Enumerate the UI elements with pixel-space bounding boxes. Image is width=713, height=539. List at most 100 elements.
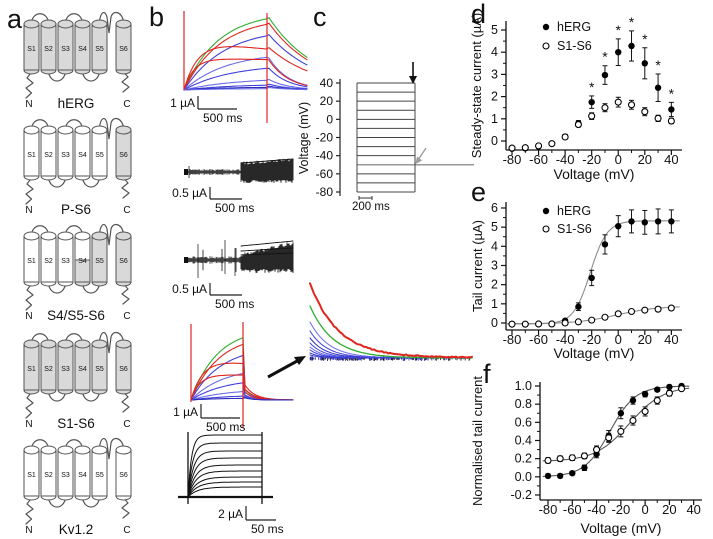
segment-label: S4 [78, 152, 87, 159]
n-terminus-label: N [25, 99, 32, 110]
data-point-filled [542, 23, 550, 31]
x-tick-label: -40 [556, 332, 575, 347]
x-axis-label: Voltage (mV) [554, 166, 635, 182]
data-point-open [588, 316, 596, 324]
x-tick-label: -40 [556, 152, 575, 167]
x-tick-label: 40 [686, 502, 700, 517]
y-tick-label: 0.6 [515, 415, 532, 429]
amplitude-scale-label: 1 µA [173, 405, 198, 419]
data-point-open [665, 389, 673, 397]
segment-label: S4 [78, 472, 87, 479]
segment-label: S6 [119, 46, 128, 53]
segment-label: S6 [119, 152, 128, 159]
y-tick-label: 3 [491, 258, 498, 272]
construct-p-s6-diagram: S1 S2 S3 S4 S5 S6 N C P-S6 [23, 117, 132, 217]
amplitude-scale-label: 0.5 µA [172, 186, 207, 200]
time-scale-label: 500 ms [215, 297, 254, 311]
y-tick-label: 0.2 [515, 452, 532, 466]
voltage-protocol: Voltage (mV) 40 20 0 -20 -40 -60 -80 200 ms [297, 62, 474, 213]
significance-asterisk: * [642, 31, 648, 47]
x-tick-label: 20 [638, 152, 652, 167]
segment-label: S4 [78, 258, 87, 265]
protocol-time-scale-label: 200 ms [352, 201, 390, 213]
y-tick-label: 5 [491, 23, 498, 37]
panel-label-d: d [471, 0, 487, 29]
legend-label: hERG [557, 20, 591, 34]
construct-name-label: S1-S6 [57, 416, 95, 431]
data-point-filled [668, 106, 675, 113]
data-point-open [641, 108, 649, 116]
tail-pointer-arrow-icon [415, 147, 427, 164]
legend-label: S1-S6 [557, 39, 592, 53]
x-tick-label: -80 [503, 332, 522, 347]
panel-label-a: a [7, 4, 23, 34]
data-point-open [654, 114, 662, 122]
c-terminus-label: C [123, 311, 130, 322]
data-point-open [627, 101, 636, 109]
data-point-open [588, 112, 596, 120]
data-point-filled [569, 469, 576, 477]
significance-asterisk: * [616, 22, 622, 38]
data-point-filled [615, 49, 622, 56]
segment-label: S1 [27, 366, 36, 373]
amplitude-scale-label: 1 µA [170, 96, 195, 110]
x-tick-label: 40 [664, 332, 678, 347]
y-axis-label: Normalised tail current [470, 376, 485, 506]
data-point-filled [628, 42, 635, 50]
x-tick-label: -20 [582, 332, 601, 347]
data-point-open [574, 318, 582, 326]
segment-label: S3 [61, 472, 70, 479]
segment-label: S2 [44, 258, 53, 265]
data-point-filled [641, 60, 648, 67]
plot-f: 1.0 0.8 0.6 0.4 0.2 0.0 -0.2 -80 -60 -40 -20 0 20 40 V… [470, 376, 702, 536]
data-point-filled [542, 207, 550, 215]
y-tick-label: 0.8 [515, 397, 532, 411]
y-tick-label: 0 [491, 134, 498, 148]
n-terminus-label: N [25, 205, 32, 216]
x-axis-label: Voltage (mV) [554, 345, 635, 361]
panel-label-c: c [313, 2, 327, 32]
construct-s4-s5-s6-diagram: S1 S2 S3 S4 S5 S6 N C S4/S5-S6 [23, 223, 132, 323]
protocol-tick-label: 20 [320, 94, 334, 108]
segment-label: S2 [44, 366, 53, 373]
data-point-open [601, 104, 609, 112]
segment-label: S6 [119, 366, 128, 373]
data-point-filled [588, 274, 595, 282]
kv12-current-traces: 2 µA 50 ms [178, 432, 284, 536]
data-point-open [667, 117, 675, 125]
protocol-tick-label: -60 [316, 167, 334, 181]
protocol-tick-label: -40 [316, 149, 334, 163]
x-tick-label: 40 [664, 152, 678, 167]
protocol-tick-label: -20 [316, 131, 334, 145]
x-tick-label: -60 [529, 152, 548, 167]
data-point-filled [641, 219, 648, 226]
p-s6-current-trace: 0.5 µA 500 ms [172, 158, 294, 215]
x-tick-label: -20 [611, 502, 630, 517]
inset-pointer-arrow [267, 356, 306, 379]
y-tick-label: 3 [491, 67, 498, 81]
data-point-filled [544, 472, 552, 480]
y-tick-label: -0.2 [510, 488, 532, 502]
segment-label: S4 [78, 366, 87, 373]
step-end-arrow-icon [409, 62, 417, 84]
significance-asterisk: * [655, 57, 661, 73]
data-point-open [535, 320, 543, 328]
data-point-open [627, 307, 636, 316]
data-point-open [508, 320, 516, 328]
membrane-topology: S1 S2 S3 S4 S5 S6 [23, 331, 132, 419]
y-tick-label: 2 [491, 90, 498, 104]
c-terminus-label: C [123, 419, 130, 430]
y-axis-label: Tail current (µA) [470, 220, 485, 312]
c-terminus-label: C [123, 525, 130, 536]
c-terminus-label: C [123, 99, 130, 110]
y-tick-label: 6 [491, 201, 498, 215]
data-point-open [654, 305, 662, 313]
legend-label: hERG [557, 204, 591, 218]
data-point-filled [556, 472, 564, 480]
segment-label: S3 [61, 366, 70, 373]
protocol-tick-label: 40 [320, 76, 334, 90]
data-point-filled [641, 390, 649, 398]
data-point-open [542, 42, 550, 50]
x-tick-label: -40 [587, 502, 606, 517]
segment-label: S5 [95, 258, 104, 265]
